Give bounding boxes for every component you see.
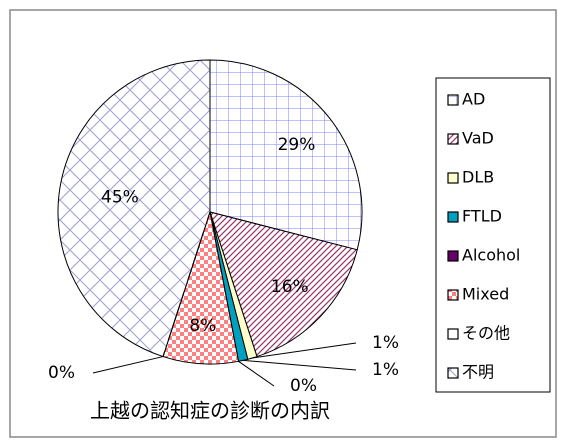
leader-line: [92, 356, 164, 374]
pie-slice: [57, 59, 211, 358]
legend-label: 不明: [462, 363, 494, 382]
legend-label: FTLD: [462, 207, 502, 226]
leader-line: [243, 359, 357, 371]
legend-swatch: [447, 289, 459, 301]
legend-label: Alcohol: [462, 246, 520, 265]
pie-slice: [209, 211, 358, 358]
legend-swatch: [447, 211, 459, 223]
legend-swatch: [447, 94, 459, 106]
legend-swatch: [447, 367, 459, 379]
data-label: 1%: [372, 360, 399, 380]
data-label: 45%: [101, 188, 139, 208]
leader-line: [252, 342, 357, 359]
data-label: 1%: [372, 333, 399, 353]
legend-box: [435, 77, 551, 393]
data-label: 0%: [48, 363, 75, 383]
legend-swatch: [447, 133, 459, 145]
legend-swatch: [447, 328, 459, 340]
leader-line: [238, 360, 275, 387]
data-label: 29%: [278, 135, 316, 155]
legend-label: VaD: [462, 129, 494, 148]
legend-label: AD: [462, 90, 485, 109]
legend-swatch: [447, 172, 459, 184]
data-label: 0%: [290, 376, 317, 396]
legend-label: DLB: [462, 168, 494, 187]
pie-slice: [209, 59, 363, 251]
data-label: 16%: [271, 277, 309, 297]
legend-swatch: [447, 250, 459, 262]
legend-label: その他: [462, 324, 510, 343]
legend-label: Mixed: [462, 285, 509, 304]
chart-title: 上越の認知症の診断の内訳: [90, 399, 330, 423]
data-label: 8%: [189, 316, 216, 336]
